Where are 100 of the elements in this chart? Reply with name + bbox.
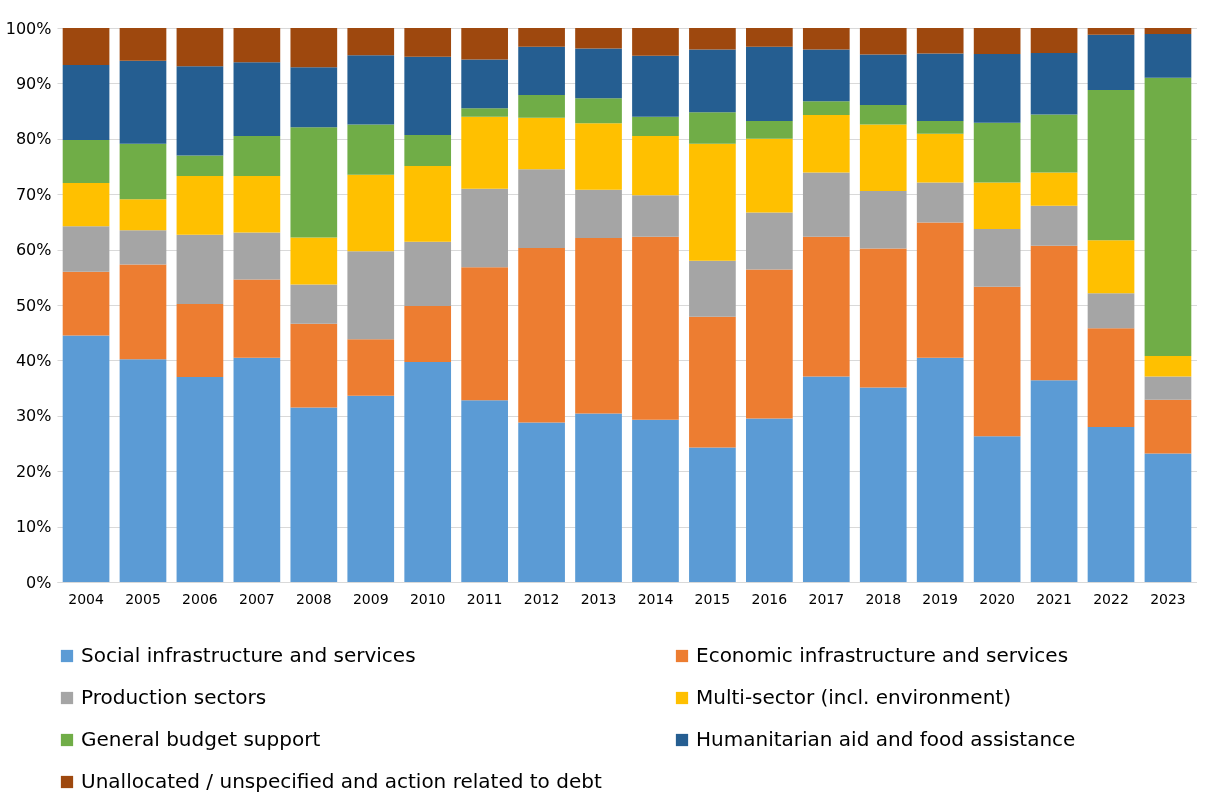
y-tick-label: 40% <box>15 350 52 370</box>
bar <box>176 175 224 235</box>
bar <box>916 222 964 358</box>
bar <box>404 165 452 242</box>
bar <box>1030 52 1078 115</box>
bar <box>859 28 907 55</box>
bar <box>1087 34 1135 91</box>
bar <box>1087 90 1135 241</box>
bar <box>1087 328 1135 427</box>
bar <box>404 56 452 135</box>
bar <box>859 124 907 191</box>
bar <box>746 28 793 47</box>
x-tick-label: 2009 <box>352 590 389 607</box>
x-tick-label: 2008 <box>295 590 332 607</box>
x-tick-label: 2007 <box>239 590 275 607</box>
bar <box>62 226 110 272</box>
bar <box>746 418 793 582</box>
bar <box>575 189 622 238</box>
bar <box>689 260 736 317</box>
bar <box>632 195 679 237</box>
bar <box>916 53 964 122</box>
bar <box>802 101 850 115</box>
bar <box>802 114 850 173</box>
bar <box>347 251 395 340</box>
bar <box>859 105 907 125</box>
bar <box>973 286 1021 437</box>
bar <box>973 436 1021 582</box>
x-tick-label: 2012 <box>523 590 560 607</box>
y-tick-label: 30% <box>15 406 52 426</box>
bar <box>746 212 793 270</box>
bar <box>176 234 224 304</box>
bar <box>632 236 679 420</box>
x-tick-label: 2004 <box>68 590 104 607</box>
bar <box>1144 453 1192 582</box>
bar <box>290 28 338 68</box>
bar <box>575 237 622 414</box>
bar <box>62 65 110 140</box>
bar <box>347 124 395 175</box>
bar <box>233 175 281 233</box>
bar <box>233 28 281 63</box>
x-tick-label: 2016 <box>751 590 788 607</box>
bar <box>518 422 565 582</box>
bar <box>802 236 850 377</box>
bar <box>518 247 565 423</box>
bar <box>518 117 565 170</box>
bar <box>290 323 338 408</box>
bar <box>1144 355 1192 377</box>
bar <box>461 108 508 117</box>
bar <box>176 303 224 378</box>
bar <box>802 28 850 50</box>
bar <box>233 279 281 358</box>
bar <box>1030 205 1078 246</box>
bar <box>404 241 452 307</box>
y-tick-label: 90% <box>15 73 52 93</box>
bar <box>1144 376 1192 400</box>
bar <box>575 413 622 582</box>
bar <box>1087 28 1135 35</box>
bar <box>1144 399 1192 454</box>
bar <box>575 48 622 99</box>
bar <box>802 172 850 237</box>
bar <box>233 136 281 176</box>
bar <box>689 447 736 582</box>
bar <box>1144 34 1192 78</box>
x-tick-label: 2022 <box>1093 590 1129 607</box>
bar <box>404 28 452 57</box>
bar <box>461 116 508 189</box>
bar <box>746 121 793 139</box>
bar <box>859 54 907 106</box>
bar <box>973 122 1021 183</box>
bar <box>632 55 679 117</box>
bar <box>119 60 167 144</box>
bar <box>575 98 622 124</box>
bar <box>518 169 565 248</box>
bar <box>973 54 1021 123</box>
bar <box>689 143 736 261</box>
bar <box>916 182 964 223</box>
bar <box>518 95 565 118</box>
x-tick-label: 2015 <box>694 590 731 607</box>
bar <box>859 190 907 249</box>
x-tick-label: 2006 <box>182 590 218 607</box>
bar <box>1030 380 1078 582</box>
bar <box>518 46 565 96</box>
x-tick-label: 2019 <box>922 590 959 607</box>
bar <box>1030 28 1078 53</box>
x-tick-label: 2017 <box>808 590 845 607</box>
bar <box>347 339 395 396</box>
legend-label: Economic infrastructure and services <box>696 643 1069 667</box>
bar <box>347 28 395 56</box>
bar <box>689 28 736 50</box>
bar <box>632 136 679 196</box>
bar <box>1087 240 1135 294</box>
legend-label: Humanitarian aid and food assistance <box>696 727 1076 751</box>
y-tick-label: 70% <box>15 184 52 204</box>
bar <box>575 123 622 190</box>
legend-label: Multi-sector (incl. environment) <box>696 685 1011 709</box>
bar <box>233 62 281 137</box>
y-tick-label: 20% <box>15 461 52 481</box>
bar <box>859 387 907 582</box>
y-tick-label: 0% <box>26 572 52 592</box>
y-tick-label: 80% <box>15 129 52 149</box>
